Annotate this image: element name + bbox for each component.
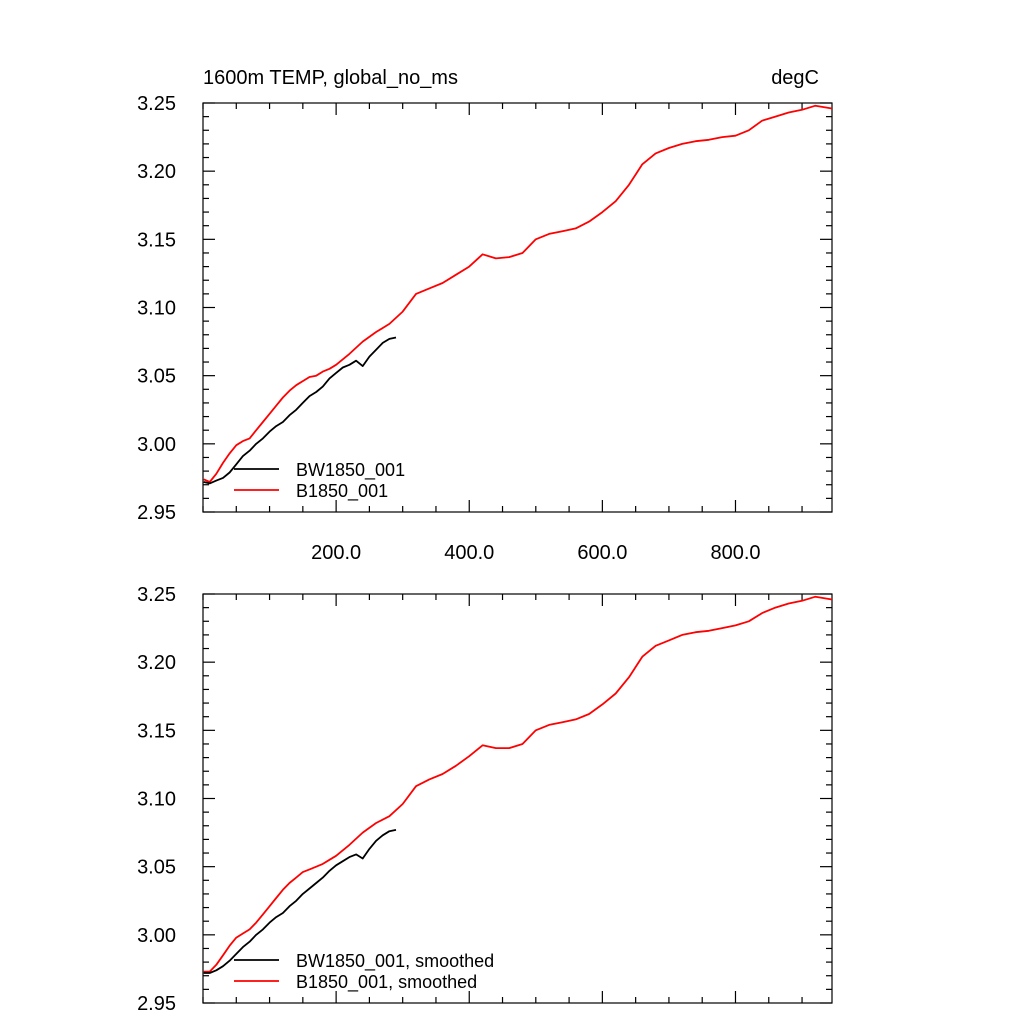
series-line-bw1850-001-smoothed (203, 829, 397, 974)
y-tick-label: 2.95 (137, 993, 176, 1015)
y-tick-label: 3.05 (137, 366, 176, 388)
x-tick-label: 600.0 (577, 542, 627, 564)
plot-frame (202, 593, 833, 1004)
x-tick-label: 200.0 (311, 542, 361, 564)
legend-label: B1850_001 (296, 481, 388, 502)
y-tick-label: 3.25 (137, 584, 176, 606)
y-tick-label: 3.20 (137, 652, 176, 674)
y-tick-label: 3.10 (137, 789, 176, 811)
series-line-b1850-001 (203, 104, 833, 483)
plot-frame (202, 102, 833, 513)
x-tick-label: 800.0 (710, 542, 760, 564)
series-line-b1850-001-smoothed (203, 595, 833, 973)
bottom-chart-panel: 2.95 3.00 3.05 3.10 3.15 3.20 3.25 BW1850_001, … (137, 584, 833, 1015)
y-tick-label: 3.00 (137, 434, 176, 456)
legend-label: BW1850_001 (296, 460, 405, 481)
unit-label: degC (771, 67, 819, 89)
x-tick-label: 400.0 (444, 542, 494, 564)
y-tick-label: 3.10 (137, 298, 176, 320)
y-tick-label: 3.20 (137, 161, 176, 183)
legend-label: B1850_001, smoothed (296, 972, 477, 993)
y-tick-label: 3.15 (137, 229, 176, 251)
chart-title: 1600m TEMP, global_no_ms (203, 67, 458, 89)
y-tick-label: 3.25 (137, 93, 176, 115)
series-line-bw1850-001 (203, 336, 397, 485)
y-tick-label: 2.95 (137, 502, 176, 524)
y-tick-label: 3.00 (137, 925, 176, 947)
legend-label: BW1850_001, smoothed (296, 951, 494, 972)
y-tick-label: 3.15 (137, 720, 176, 742)
top-chart-panel: 1600m TEMP, global_no_ms degC 2.95 3.00 3.… (137, 67, 833, 564)
y-tick-label: 3.05 (137, 857, 176, 879)
